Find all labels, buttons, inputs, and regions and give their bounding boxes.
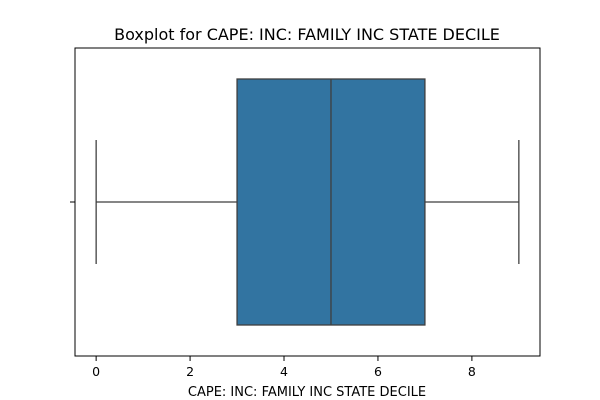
plot-area: 0 2 4 6 8 bbox=[70, 47, 541, 379]
chart-title: Boxplot for CAPE: INC: FAMILY INC STATE … bbox=[114, 25, 500, 44]
x-tick-label: 6 bbox=[374, 364, 382, 379]
x-axis-label: CAPE: INC: FAMILY INC STATE DECILE bbox=[188, 385, 426, 400]
x-tick-label: 4 bbox=[280, 364, 288, 379]
x-tick-label: 8 bbox=[468, 364, 476, 379]
x-tick-label: 0 bbox=[92, 364, 100, 379]
x-tick-label: 2 bbox=[186, 364, 194, 379]
